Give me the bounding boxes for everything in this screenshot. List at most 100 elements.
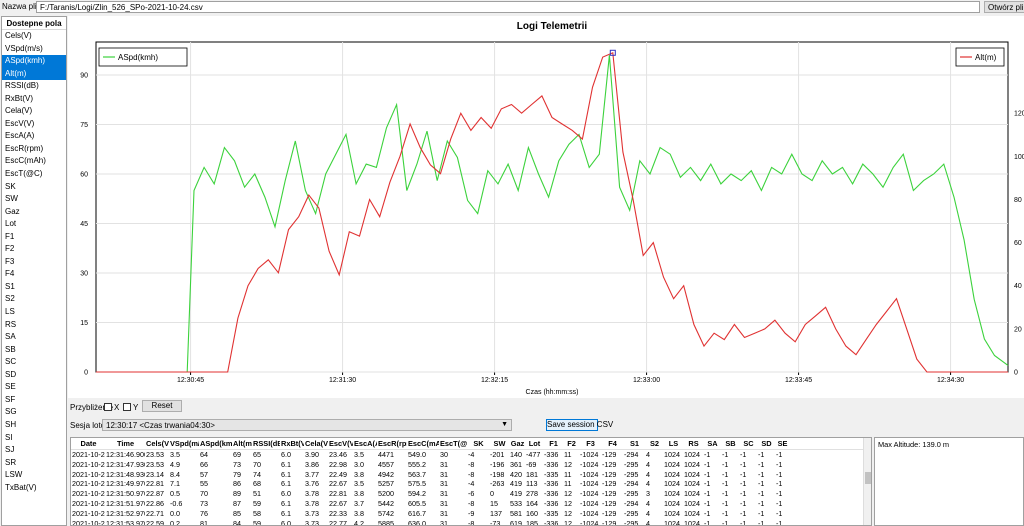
table-cell: 6.1 bbox=[281, 469, 291, 479]
field-item[interactable]: SE bbox=[5, 382, 16, 392]
telemetry-chart[interactable]: Logi Telemetrii 12:30:45 12:31:30 12:32:15 1… bbox=[68, 16, 1024, 398]
column-header[interactable]: EscV(V) bbox=[329, 439, 353, 448]
field-item[interactable]: LSW bbox=[5, 470, 23, 480]
column-header[interactable]: LS bbox=[668, 439, 679, 448]
column-header[interactable]: SC bbox=[743, 439, 754, 448]
column-header[interactable]: SD bbox=[761, 439, 772, 448]
field-item[interactable]: Cela(V) bbox=[5, 106, 33, 116]
open-log-button[interactable]: Otwórz plik logu bbox=[984, 1, 1024, 13]
field-item[interactable]: RSSI(dB) bbox=[5, 81, 39, 91]
zoom-y-checkbox[interactable] bbox=[123, 403, 131, 411]
field-item[interactable]: SJ bbox=[5, 445, 15, 455]
column-header[interactable]: EscA(A) bbox=[354, 439, 377, 448]
field-item[interactable]: SB bbox=[5, 344, 16, 354]
column-header[interactable]: Cels(V) bbox=[146, 439, 169, 448]
field-item[interactable]: F1 bbox=[5, 231, 15, 241]
field-item[interactable]: SI bbox=[5, 432, 13, 442]
field-item[interactable]: SA bbox=[5, 332, 16, 342]
column-header[interactable]: EscC(mAh) bbox=[408, 439, 439, 448]
field-item[interactable]: F4 bbox=[5, 269, 15, 279]
field-item[interactable]: Lot bbox=[5, 219, 17, 229]
column-header[interactable]: EscT(@C) bbox=[440, 439, 467, 448]
field-item[interactable]: SC bbox=[5, 357, 17, 367]
table-cell: 22.67 bbox=[329, 479, 347, 489]
table-cell: -1 bbox=[758, 479, 765, 489]
table-cell: 12:31:50.970 bbox=[106, 489, 145, 499]
column-header[interactable]: Alt(m) bbox=[233, 439, 252, 448]
field-item[interactable]: Gaz bbox=[5, 206, 20, 216]
field-item[interactable]: EscC(mAh) bbox=[5, 156, 46, 166]
scrollbar-thumb[interactable] bbox=[865, 472, 871, 484]
file-path-input[interactable]: F:/Taranis/Logi/Zlin_526_SPo-2021-10-24.… bbox=[36, 1, 980, 13]
table-cell: 12 bbox=[564, 518, 572, 526]
column-header[interactable]: S2 bbox=[649, 439, 660, 448]
field-item[interactable]: EscR(rpm) bbox=[5, 143, 44, 153]
column-header[interactable]: SB bbox=[725, 439, 736, 448]
column-header[interactable]: Gaz bbox=[510, 439, 525, 448]
field-item[interactable]: LS bbox=[5, 307, 15, 317]
field-item[interactable]: VSpd(m/s) bbox=[5, 43, 43, 53]
field-item[interactable]: Alt(m) bbox=[2, 67, 66, 81]
field-item[interactable]: SD bbox=[5, 369, 17, 379]
reset-button[interactable]: Reset bbox=[142, 400, 182, 412]
table-cell: 22.86 bbox=[146, 498, 164, 508]
field-item[interactable]: F3 bbox=[5, 256, 15, 266]
column-header[interactable]: Cela(V) bbox=[305, 439, 328, 448]
field-item[interactable]: F2 bbox=[5, 244, 15, 254]
column-header[interactable]: F3 bbox=[586, 439, 595, 448]
table-cell: 3.8 bbox=[354, 469, 364, 479]
column-header[interactable]: SK bbox=[473, 439, 484, 448]
column-header[interactable]: RSSI(dB) bbox=[253, 439, 280, 448]
field-item[interactable]: S2 bbox=[5, 294, 15, 304]
field-item[interactable]: RS bbox=[5, 319, 17, 329]
field-item[interactable]: EscV(V) bbox=[5, 118, 35, 128]
column-header[interactable]: SE bbox=[777, 439, 788, 448]
chart-svg[interactable]: Logi Telemetrii 12:30:45 12:31:30 12:32:15 1… bbox=[68, 16, 1024, 398]
column-header[interactable]: EscR(rpm) bbox=[378, 439, 407, 448]
field-item[interactable]: SH bbox=[5, 419, 17, 429]
column-header[interactable]: F1 bbox=[549, 439, 558, 448]
field-item[interactable]: RxBt(V) bbox=[5, 93, 33, 103]
field-item[interactable]: SW bbox=[5, 194, 18, 204]
table-cell: 4.9 bbox=[170, 459, 180, 469]
column-header[interactable]: RS bbox=[688, 439, 699, 448]
column-header[interactable]: Time bbox=[116, 439, 135, 448]
table-cell: 563.7 bbox=[408, 469, 426, 479]
session-select[interactable]: 12:30:17 <Czas trwania04:30> ▼ bbox=[102, 419, 512, 431]
table-cell: -1 bbox=[776, 489, 783, 499]
column-header[interactable]: VSpd(m/s) bbox=[170, 439, 199, 448]
column-header[interactable]: F2 bbox=[567, 439, 576, 448]
column-header[interactable]: S1 bbox=[629, 439, 640, 448]
field-item[interactable]: ASpd(kmh) bbox=[2, 55, 66, 68]
field-item[interactable]: EscT(@C) bbox=[5, 169, 43, 179]
field-item[interactable]: S1 bbox=[5, 281, 15, 291]
table-cell: -1 bbox=[758, 508, 765, 518]
field-item[interactable]: Cels(V) bbox=[5, 31, 32, 40]
field-item[interactable]: SR bbox=[5, 457, 17, 467]
field-item[interactable]: SG bbox=[5, 407, 17, 417]
column-header[interactable]: SW bbox=[493, 439, 506, 448]
column-header[interactable]: RxBt(V) bbox=[281, 439, 304, 448]
field-item[interactable]: TxBat(V) bbox=[5, 482, 37, 492]
field-item[interactable]: SK bbox=[5, 181, 16, 191]
field-item[interactable]: EscA(A) bbox=[5, 131, 35, 141]
zoom-x-checkbox[interactable] bbox=[104, 403, 112, 411]
table-cell: 12 bbox=[564, 489, 572, 499]
column-header[interactable]: Lot bbox=[528, 439, 541, 448]
column-header[interactable]: SA bbox=[707, 439, 718, 448]
save-session-button[interactable]: Save session CSV bbox=[546, 419, 614, 431]
column-header[interactable]: Date bbox=[80, 439, 97, 448]
column-header[interactable]: ASpd(kmh) bbox=[200, 439, 232, 448]
field-item[interactable]: SF bbox=[5, 394, 16, 404]
column-header[interactable]: F4 bbox=[608, 439, 617, 448]
table-scrollbar[interactable] bbox=[863, 438, 871, 525]
x-tick-label: 12:33:45 bbox=[785, 377, 812, 384]
